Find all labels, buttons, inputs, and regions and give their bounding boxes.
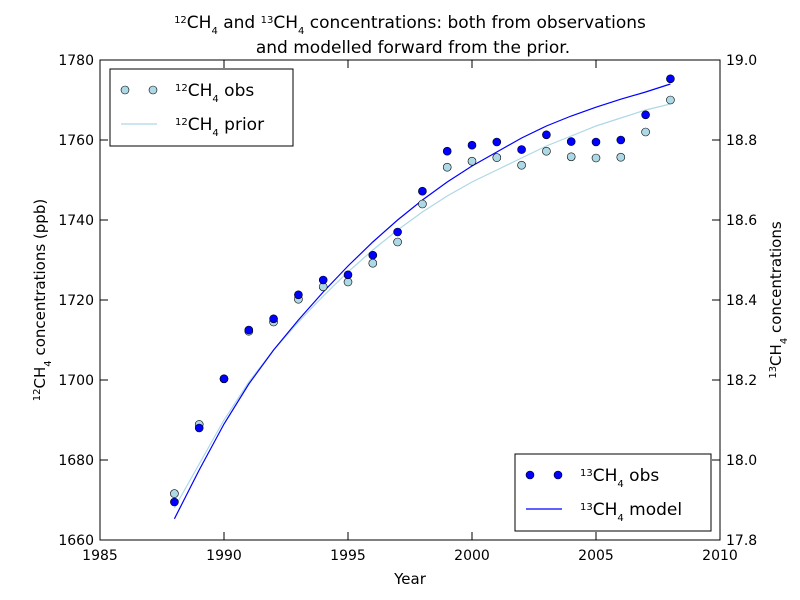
data-point-series-2 xyxy=(368,250,378,260)
y-left-tick-label: 1720 xyxy=(58,293,94,309)
data-point-series-2 xyxy=(467,140,477,150)
y-left-tick-label: 1660 xyxy=(58,533,94,549)
legends: 12CH4 obs 12CH4 prior 13CH4 obs 13CH4 model xyxy=(109,68,712,532)
legend-marker xyxy=(120,85,130,95)
x-tick-label: 1985 xyxy=(82,548,118,564)
y-right-tick-label: 19.0 xyxy=(726,53,757,69)
data-point-series-2 xyxy=(318,275,328,285)
x-axis-label: Year xyxy=(393,570,427,588)
x-tick-label: 2000 xyxy=(454,548,490,564)
data-point-series-2 xyxy=(244,325,254,335)
x-tick-label: 2005 xyxy=(578,548,614,564)
data-point-series-0 xyxy=(492,153,502,162)
data-point-series-0 xyxy=(418,199,427,209)
legend-label: 13CH4 model xyxy=(580,500,682,524)
legend-lower-frame xyxy=(514,453,712,532)
y-left-tick-label: 1780 xyxy=(58,53,94,69)
data-point-series-2 xyxy=(170,497,179,507)
data-point-series-2 xyxy=(418,186,427,196)
data-point-series-0 xyxy=(591,153,601,163)
data-point-series-2 xyxy=(666,74,675,84)
data-point-series-2 xyxy=(294,290,303,300)
ticks-layer: 1985 1990 1995 2000 2005 2010 1660 1680 1700 1720… xyxy=(58,53,757,564)
data-point-series-2 xyxy=(641,110,650,120)
legend-label: 13CH4 obs xyxy=(580,466,659,490)
axis-labels: Year 12CH4 concentrations (ppb) 13CH4 conc… xyxy=(31,199,790,588)
x-tick-label: 2010 xyxy=(702,548,738,564)
data-point-series-0 xyxy=(368,258,378,268)
data-point-series-0 xyxy=(170,489,179,498)
y-left-tick-label: 1700 xyxy=(58,373,94,389)
series-layer xyxy=(170,74,675,520)
data-point-series-2 xyxy=(591,137,601,147)
x-tick-label: 1995 xyxy=(330,548,366,564)
y-left-tick-label: 1680 xyxy=(58,453,94,469)
legend-lower: 13CH4 obs 13CH4 model xyxy=(514,453,712,532)
legend-upper-frame xyxy=(109,68,294,147)
y-right-tick-label: 18.2 xyxy=(726,373,757,389)
y-axis-left-label: 12CH4 concentrations (ppb) xyxy=(31,199,54,401)
chart-title: 12CH4 and 13CH4 concentrations: both fro… xyxy=(174,13,646,58)
legend-marker xyxy=(553,470,563,480)
data-point-series-0 xyxy=(442,162,452,172)
data-point-series-0 xyxy=(517,160,526,170)
data-point-series-2 xyxy=(393,227,402,237)
y-right-tick-label: 18.6 xyxy=(726,213,757,229)
legend-label: 12CH4 prior xyxy=(175,115,264,139)
data-point-series-0 xyxy=(566,152,576,162)
y-right-tick-label: 18.4 xyxy=(726,293,757,309)
data-point-series-2 xyxy=(194,423,204,433)
legend-marker xyxy=(148,85,158,95)
data-point-series-0 xyxy=(542,146,551,156)
data-point-series-2 xyxy=(542,130,551,140)
title-line-2: and modelled forward from the prior. xyxy=(256,38,570,58)
data-point-series-0 xyxy=(393,237,402,247)
y-right-tick-label: 17.8 xyxy=(726,533,757,549)
data-point-series-2 xyxy=(517,145,526,154)
data-point-series-0 xyxy=(616,152,626,162)
data-point-series-0 xyxy=(467,156,477,166)
data-point-series-0 xyxy=(641,127,650,137)
data-point-series-2 xyxy=(442,146,452,156)
y-right-tick-label: 18.8 xyxy=(726,133,757,149)
data-point-series-2 xyxy=(343,270,353,280)
title-line-1: 12CH4 and 13CH4 concentrations: both fro… xyxy=(174,13,646,37)
y-right-tick-label: 18.0 xyxy=(726,453,757,469)
x-tick-label: 1990 xyxy=(206,548,242,564)
y-left-tick-label: 1760 xyxy=(58,133,94,149)
legend-upper: 12CH4 obs 12CH4 prior xyxy=(109,68,294,147)
y-axis-right-label: 13CH4 concentrations xyxy=(767,221,790,379)
data-point-series-2 xyxy=(616,135,626,145)
data-point-series-2 xyxy=(566,137,576,146)
y-left-tick-label: 1740 xyxy=(58,213,94,229)
data-point-series-2 xyxy=(492,137,502,147)
legend-label: 12CH4 obs xyxy=(175,81,254,105)
data-point-series-0 xyxy=(343,277,353,287)
series-line-1 xyxy=(173,103,671,509)
legend-marker xyxy=(525,470,535,480)
data-point-series-0 xyxy=(666,95,675,105)
data-point-series-2 xyxy=(219,374,229,384)
data-point-series-2 xyxy=(269,314,278,324)
